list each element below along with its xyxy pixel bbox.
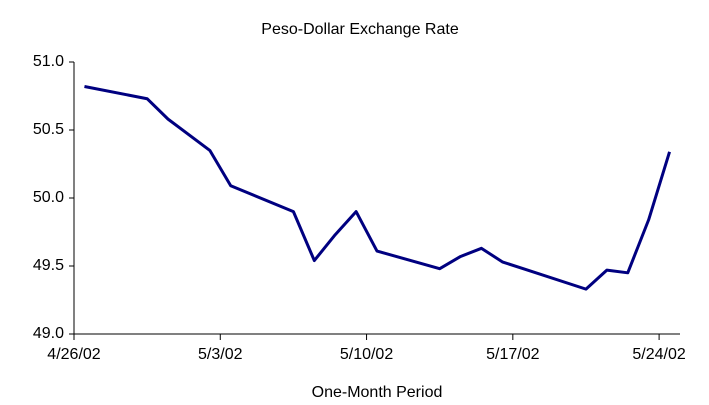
y-tick-label: 50.5 bbox=[33, 121, 64, 138]
line-series bbox=[84, 85, 671, 291]
x-tick-label: 4/26/02 bbox=[47, 346, 100, 363]
x-tick-label: 5/17/02 bbox=[486, 346, 539, 363]
x-axis-label: One-Month Period bbox=[312, 384, 443, 401]
x-tick-label: 5/24/02 bbox=[632, 346, 685, 363]
chart-title: Peso-Dollar Exchange Rate bbox=[261, 21, 459, 38]
x-tick-label: 5/3/02 bbox=[198, 346, 243, 363]
y-tick-label: 49.0 bbox=[33, 325, 64, 342]
y-tick-label: 49.5 bbox=[33, 257, 64, 274]
y-tick-label: 51.0 bbox=[33, 53, 64, 70]
x-tick-label: 5/10/02 bbox=[340, 346, 393, 363]
y-tick-label: 50.0 bbox=[33, 189, 64, 206]
